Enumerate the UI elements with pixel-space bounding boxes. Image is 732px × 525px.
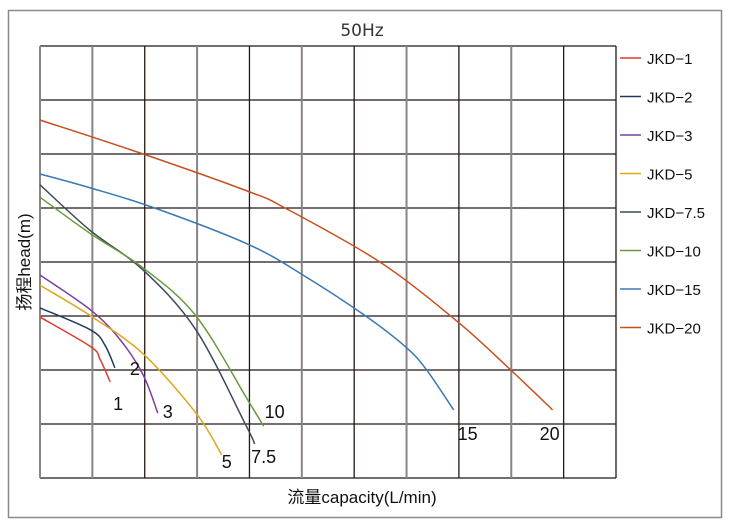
curve-end-label: 1 bbox=[113, 394, 123, 414]
curve-end-label: 7.5 bbox=[251, 447, 276, 467]
legend-label: JKD−15 bbox=[647, 282, 701, 299]
legend-label: JKD−5 bbox=[647, 167, 692, 184]
legend-label: JKD−1 bbox=[647, 51, 692, 68]
legend-label: JKD−7.5 bbox=[647, 205, 705, 222]
series-line-jkd-10 bbox=[39, 196, 265, 427]
legend-label: JKD−2 bbox=[647, 90, 692, 107]
legend-label: JKD−10 bbox=[647, 244, 701, 261]
legend: JKD−1 JKD−2 JKD−3 JKD−5 JKD−7.5 JKD−10 JKD−15 J… bbox=[620, 51, 705, 338]
chart-frame bbox=[7, 9, 723, 519]
legend-label: JKD−20 bbox=[647, 321, 701, 338]
series-line-jkd-1 bbox=[39, 316, 111, 383]
series-line-jkd-15 bbox=[39, 173, 455, 411]
curve-end-label: 10 bbox=[265, 402, 285, 422]
curve-end-label: 3 bbox=[163, 402, 173, 422]
series-line-jkd-5 bbox=[39, 284, 223, 456]
curves bbox=[39, 119, 554, 456]
series-line-jkd-20 bbox=[39, 119, 554, 411]
curve-end-label: 2 bbox=[130, 359, 140, 379]
legend-label: JKD−3 bbox=[647, 128, 692, 145]
x-axis-label: 流量capacity(L/min) bbox=[287, 488, 436, 507]
series-line-jkd-7.5 bbox=[39, 184, 256, 445]
curve-end-label: 15 bbox=[458, 424, 478, 444]
chart-title: 50Hz bbox=[340, 21, 383, 41]
grid bbox=[39, 45, 617, 479]
curve-end-labels: 12 3 5 7.5 10 15 20 bbox=[113, 359, 559, 472]
y-axis-label: 扬程head(m) bbox=[15, 213, 34, 310]
series-line-jkd-3 bbox=[39, 274, 159, 414]
curve-end-label: 5 bbox=[222, 452, 232, 472]
series-line-jkd-2 bbox=[39, 307, 116, 369]
curve-end-label: 20 bbox=[540, 424, 560, 444]
